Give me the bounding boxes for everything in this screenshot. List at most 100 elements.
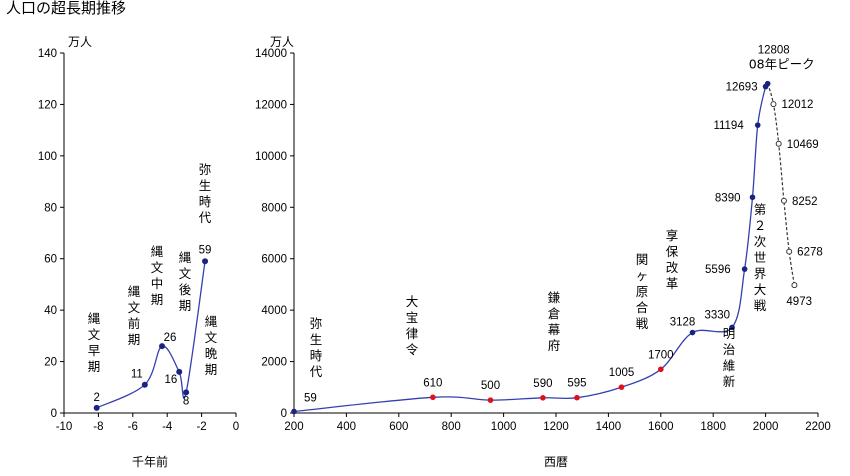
right-projection-point-3 (786, 248, 793, 255)
right-y-tick-label: 4000 (261, 305, 287, 317)
left-data-point-4 (183, 389, 190, 396)
right-data-point-13 (764, 80, 771, 87)
right-data-label-5: 1005 (609, 367, 635, 379)
right-data-label-13: 12808 (758, 45, 790, 57)
chart-title: 人口の超長期推移 (6, 0, 127, 17)
left-y-tick-label: 120 (38, 99, 57, 111)
right-data-label-6: 1700 (648, 349, 674, 361)
right-projection-point-4 (791, 282, 798, 289)
right-data-label-0: 59 (304, 392, 317, 404)
right-series-line (293, 82, 769, 413)
right-data-label-10: 8390 (715, 192, 741, 204)
left-y-tick-label: 80 (44, 202, 57, 214)
right-projection-point-1 (775, 140, 782, 147)
right-x-tick-label: 1200 (543, 421, 569, 433)
right-data-point-7 (689, 329, 696, 336)
right-data-point-10 (749, 194, 756, 201)
right-projection-label-0: 12012 (781, 99, 813, 111)
right-data-point-2 (487, 397, 494, 403)
right-data-point-9 (741, 266, 748, 272)
left-period-label-4: 縄文晩期 (205, 314, 218, 377)
right-x-tick-label: 200 (284, 421, 303, 433)
right-projection-point-0 (770, 101, 777, 108)
left-data-label-3: 16 (164, 374, 177, 386)
right-projection-label-1: 10469 (787, 139, 819, 151)
left-period-label-2: 縄文中期 (151, 244, 164, 307)
left-y-tick-label: 40 (44, 305, 57, 317)
left-x-tick-label: 0 (233, 421, 239, 433)
right-period-label-5: 明治維新 (723, 326, 736, 389)
left-x-tick-label: -4 (162, 421, 173, 433)
right-y-tick-label: 10000 (255, 151, 287, 163)
right-projection-line (767, 83, 795, 286)
right-data-label-7: 3128 (670, 317, 696, 329)
right-data-point-1 (430, 394, 436, 401)
right-x-axis-title: 西暦 (544, 455, 568, 469)
left-period-label-0: 縄文早期 (88, 311, 101, 374)
right-x-tick-label: 2200 (805, 421, 831, 433)
right-data-label-11: 11194 (713, 120, 744, 132)
left-y-tick-label: 0 (51, 408, 57, 420)
left-period-label-5: 弥生時代 (199, 162, 212, 225)
right-period-label-1: 大宝律令 (406, 294, 419, 357)
left-y-tick-label: 140 (38, 48, 57, 60)
left-data-point-1 (141, 381, 148, 388)
left-data-label-2: 26 (164, 332, 177, 344)
right-x-tick-label: 600 (389, 421, 408, 433)
left-data-point-5 (202, 258, 209, 265)
right-projection-label-2: 8252 (792, 196, 818, 208)
right-data-point-3 (540, 395, 546, 401)
left-data-point-0 (93, 404, 100, 411)
right-y-tick-label: 14000 (255, 48, 287, 60)
right-x-tick-label: 1000 (491, 421, 517, 433)
left-x-tick-label: -8 (93, 421, 103, 433)
right-y-tick-label: 12000 (255, 99, 287, 111)
right-x-tick-label: 2000 (753, 421, 779, 433)
left-data-label-1: 11 (131, 369, 143, 381)
right-x-tick-label: 1400 (596, 421, 622, 433)
right-projection-label-3: 6278 (797, 247, 823, 259)
right-y-tick-label: 8000 (261, 202, 287, 214)
right-data-label-3: 590 (533, 378, 552, 390)
right-data-point-5 (618, 384, 625, 390)
right-projection-point-2 (780, 197, 787, 204)
right-period-label-3: 関ヶ原合戦 (636, 252, 649, 331)
left-period-label-1: 縄文前期 (128, 284, 141, 347)
right-data-point-0 (291, 408, 297, 415)
right-x-tick-label: 1800 (700, 421, 726, 433)
right-peak-label: 08年ピーク (749, 57, 815, 72)
right-y-unit-label: 万人 (270, 35, 294, 49)
left-x-tick-label: -10 (56, 421, 73, 433)
right-x-tick-label: 400 (337, 421, 356, 433)
left-data-label-5: 59 (199, 244, 212, 256)
left-x-tick-label: -2 (196, 421, 206, 433)
right-period-label-2: 鎌倉幕府 (548, 290, 561, 353)
left-period-label-3: 縄文後期 (179, 250, 192, 313)
left-x-tick-label: -6 (128, 421, 138, 433)
right-period-label-6: 第２次世界大戦 (754, 202, 767, 313)
left-data-point-3 (176, 368, 183, 375)
right-data-label-1: 610 (423, 377, 442, 389)
right-period-label-0: 弥生時代 (310, 316, 323, 379)
right-x-tick-label: 800 (442, 421, 461, 433)
left-data-point-2 (159, 343, 166, 350)
right-y-tick-label: 0 (281, 408, 287, 420)
left-x-axis-title: 千年前 (132, 454, 168, 469)
left-data-label-4: 8 (183, 395, 189, 407)
left-y-tick-label: 20 (44, 357, 57, 369)
right-y-tick-label: 6000 (261, 254, 287, 266)
left-y-tick-label: 60 (44, 254, 57, 266)
right-data-label-9: 5596 (705, 264, 731, 276)
right-x-tick-label: 1600 (648, 421, 674, 433)
right-data-point-11 (754, 122, 761, 128)
right-data-label-8: 3330 (704, 309, 730, 321)
right-data-point-6 (658, 366, 664, 373)
left-data-label-0: 2 (93, 392, 99, 404)
left-y-tick-label: 100 (38, 151, 57, 163)
right-data-point-8 (729, 324, 735, 331)
right-projection-label-4: 4973 (786, 296, 812, 308)
right-data-label-4: 595 (567, 378, 586, 390)
left-y-unit-label: 万人 (68, 35, 92, 49)
right-period-label-4: 享保改革 (666, 228, 679, 291)
